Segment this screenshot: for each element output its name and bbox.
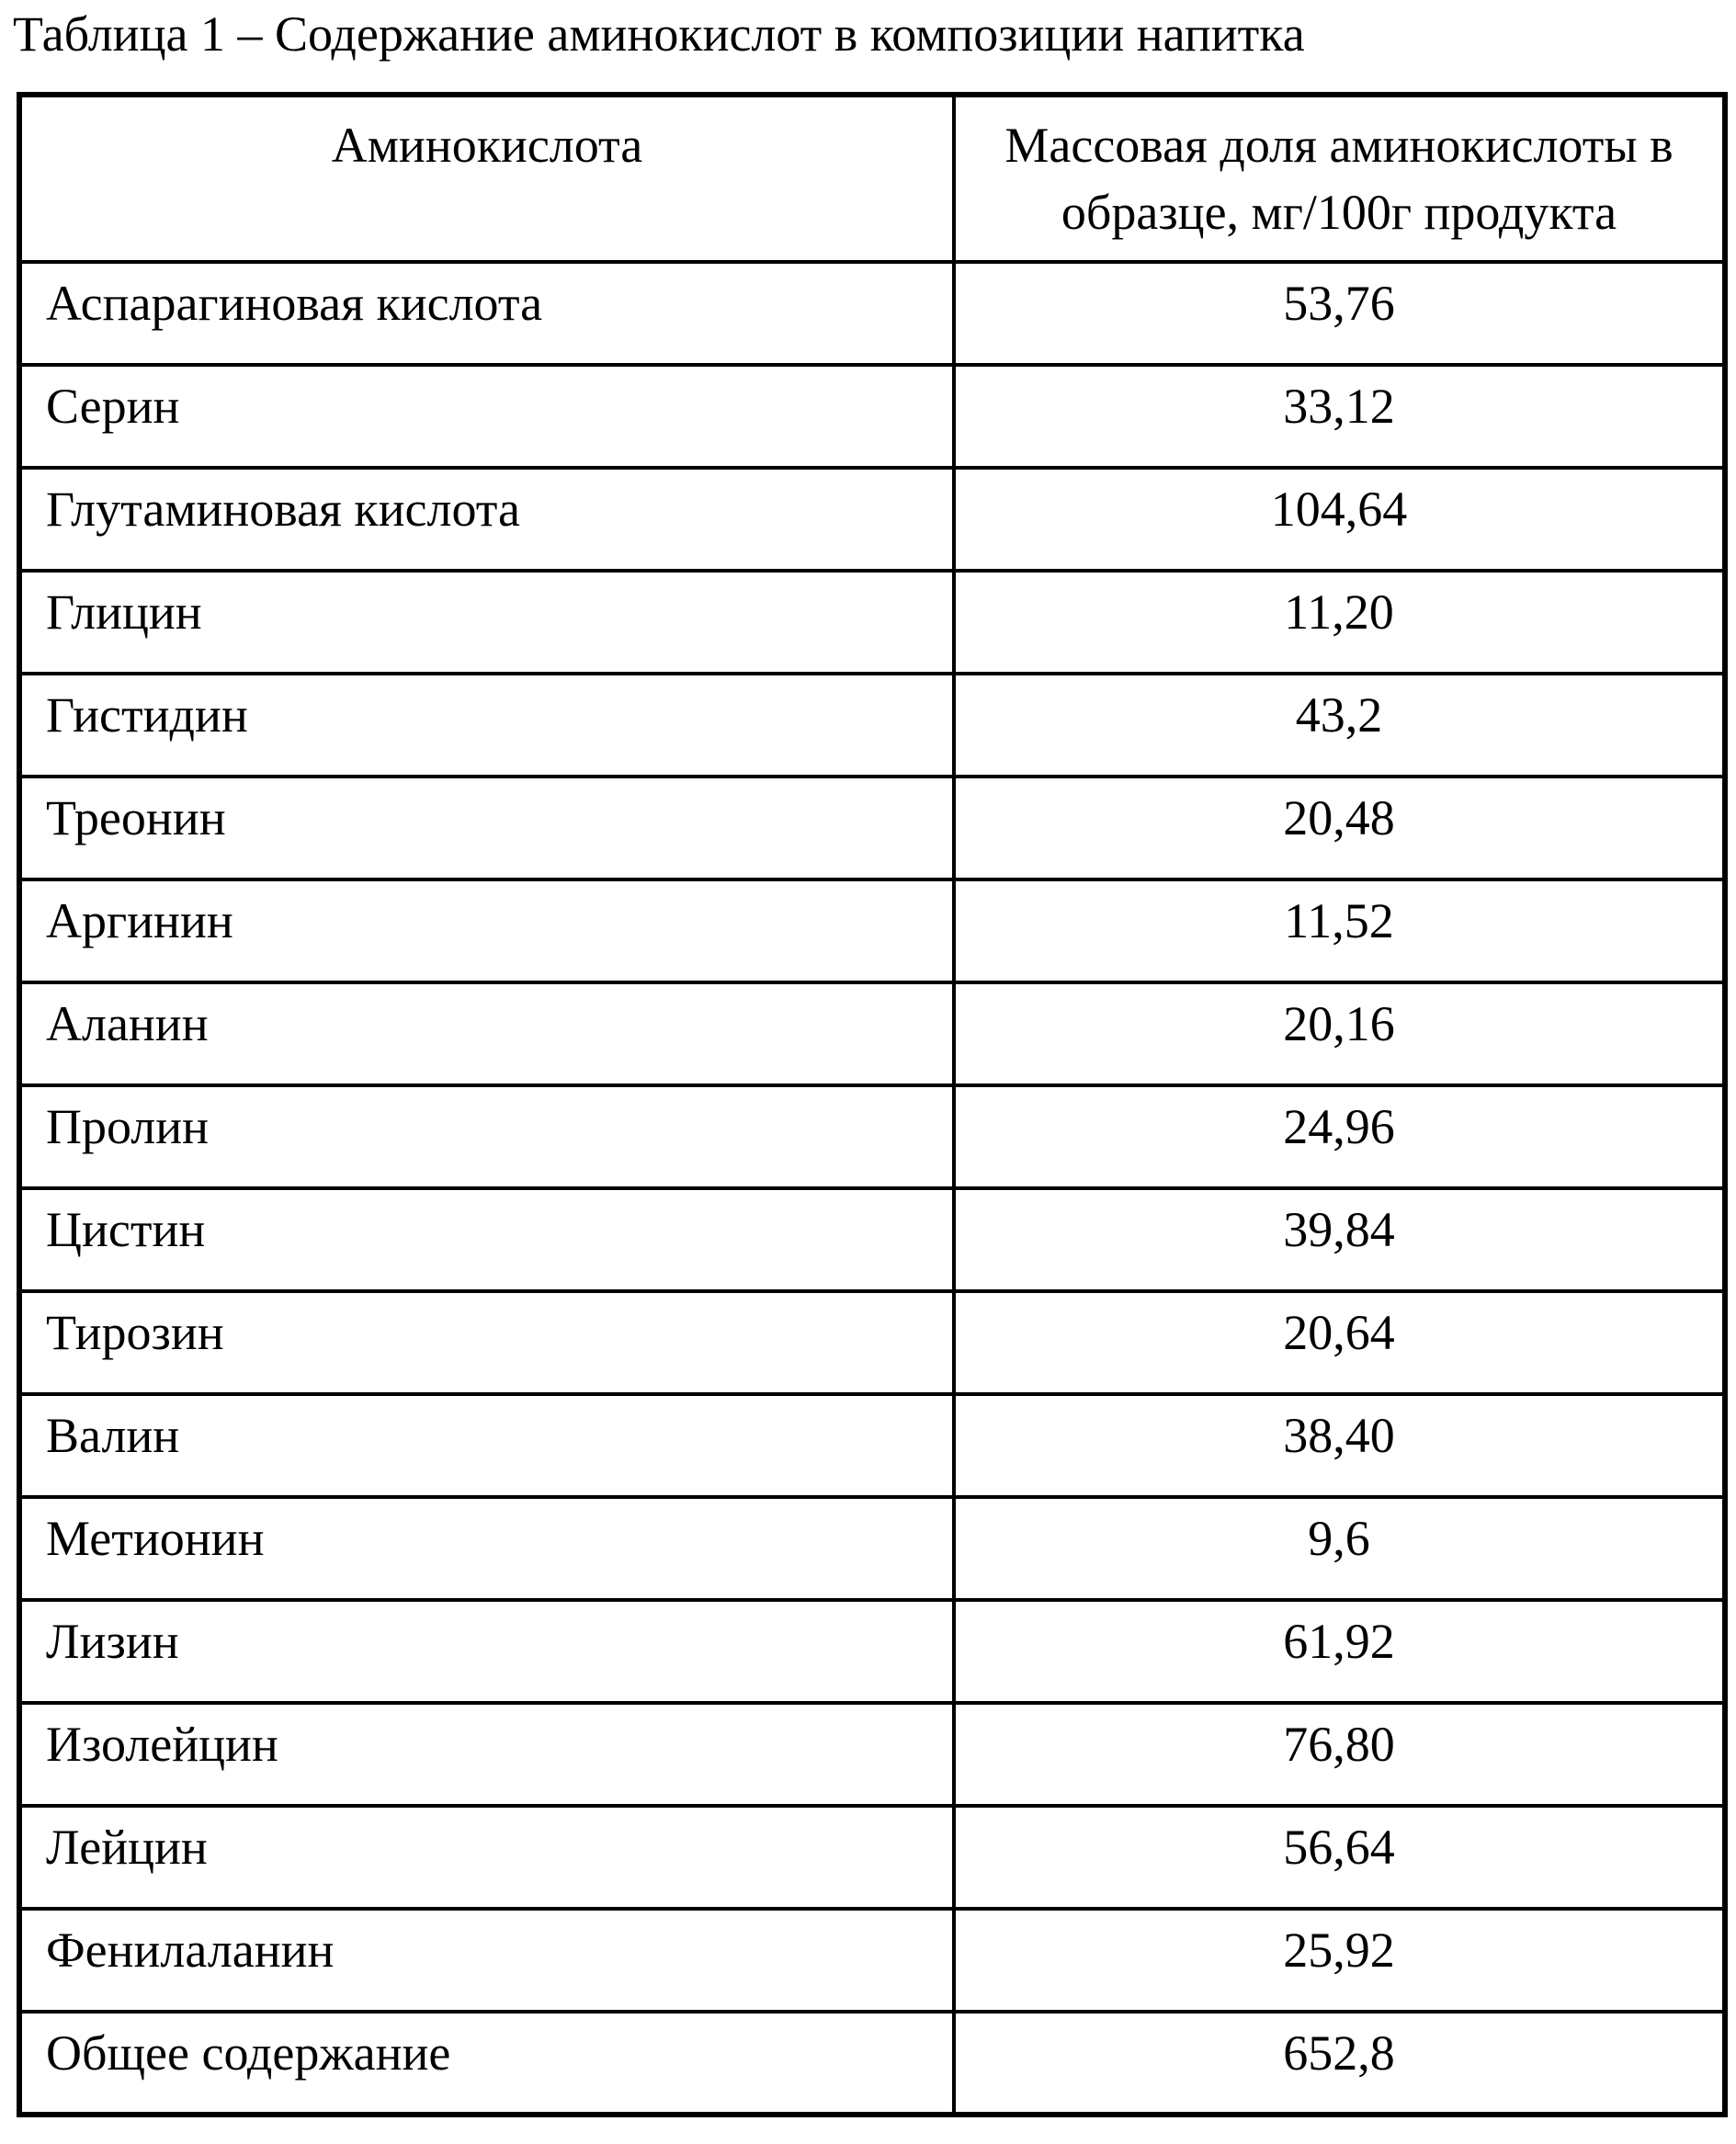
amino-acid-name: Лейцин	[17, 1804, 956, 1911]
amino-acid-value: 76,80	[952, 1701, 1727, 1808]
amino-acid-value: 33,12	[952, 363, 1727, 470]
table-row: Гистидин 43,2	[17, 672, 1727, 778]
amino-acid-name: Лизин	[17, 1598, 956, 1705]
amino-acid-name: Серин	[17, 363, 956, 470]
table-row: Тирозин 20,64	[17, 1289, 1727, 1396]
amino-acid-name: Гистидин	[17, 672, 956, 778]
amino-acid-name: Общее содержание	[17, 2010, 956, 2116]
amino-acid-value: 20,48	[952, 775, 1727, 881]
amino-acid-name: Пролин	[17, 1083, 956, 1190]
table-row: Аргинин 11,52	[17, 878, 1727, 984]
column-header-amino-acid: Аминокислота	[17, 93, 956, 264]
amino-acid-value: 11,20	[952, 569, 1727, 675]
amino-table-header: Аминокислота Массовая доля аминокислоты …	[17, 93, 1727, 264]
amino-acid-name: Цистин	[17, 1186, 956, 1293]
amino-acid-name: Метионин	[17, 1495, 956, 1602]
amino-acid-name: Фенилаланин	[17, 1907, 956, 2014]
amino-acid-name: Треонин	[17, 775, 956, 881]
amino-acid-value: 104,64	[952, 466, 1727, 573]
amino-acid-value: 9,6	[952, 1495, 1727, 1602]
table-row: Лизин 61,92	[17, 1598, 1727, 1705]
amino-acid-value: 24,96	[952, 1083, 1727, 1190]
table-row: Валин 38,40	[17, 1392, 1727, 1499]
amino-acid-name: Валин	[17, 1392, 956, 1499]
table-row: Лейцин 56,64	[17, 1804, 1727, 1911]
amino-acid-value: 20,16	[952, 981, 1727, 1087]
amino-acid-value: 652,8	[952, 2010, 1727, 2116]
amino-acid-value: 38,40	[952, 1392, 1727, 1499]
amino-acid-value: 61,92	[952, 1598, 1727, 1705]
table-row: Аланин 20,16	[17, 981, 1727, 1087]
table-row: Общее содержание 652,8	[17, 2010, 1727, 2116]
amino-acid-value: 11,52	[952, 878, 1727, 984]
table-row: Треонин 20,48	[17, 775, 1727, 881]
amino-acid-value: 20,64	[952, 1289, 1727, 1396]
amino-acid-name: Глутаминовая кислота	[17, 466, 956, 573]
column-header-amino-acid-label: Аминокислота	[331, 118, 643, 173]
table-caption: Таблица 1 – Содержание аминокислот в ком…	[13, 6, 1305, 62]
amino-acid-name: Изолейцин	[17, 1701, 956, 1808]
table-row: Цистин 39,84	[17, 1186, 1727, 1293]
table-row: Изолейцин 76,80	[17, 1701, 1727, 1808]
amino-acid-value: 25,92	[952, 1907, 1727, 2014]
amino-acid-value: 53,76	[952, 260, 1727, 367]
amino-acid-value: 43,2	[952, 672, 1727, 778]
header-row: Аминокислота Массовая доля аминокислоты …	[17, 93, 1727, 264]
table-row: Серин 33,12	[17, 363, 1727, 470]
amino-acid-name: Аргинин	[17, 878, 956, 984]
amino-acid-name: Аспарагиновая кислота	[17, 260, 956, 367]
table-row: Глицин 11,20	[17, 569, 1727, 675]
amino-table-body: Аспарагиновая кислота 53,76 Серин 33,12 …	[17, 260, 1727, 2116]
column-header-mass-fraction: Массовая доля аминокислоты в образце, мг…	[952, 93, 1727, 264]
table-row: Аспарагиновая кислота 53,76	[17, 260, 1727, 367]
amino-acid-value: 56,64	[952, 1804, 1727, 1911]
column-header-mass-fraction-line1: Массовая доля аминокислоты в	[1004, 118, 1674, 173]
table-row: Пролин 24,96	[17, 1083, 1727, 1190]
table-row: Фенилаланин 25,92	[17, 1907, 1727, 2014]
column-header-mass-fraction-line2: образце, мг/100г продукта	[1061, 184, 1617, 240]
amino-acid-value: 39,84	[952, 1186, 1727, 1293]
table-row: Глутаминовая кислота 104,64	[17, 466, 1727, 573]
table-row: Метионин 9,6	[17, 1495, 1727, 1602]
amino-acid-name: Аланин	[17, 981, 956, 1087]
amino-acid-table: Аминокислота Массовая доля аминокислоты …	[17, 92, 1728, 2117]
amino-acid-name: Глицин	[17, 569, 956, 675]
amino-acid-name: Тирозин	[17, 1289, 956, 1396]
